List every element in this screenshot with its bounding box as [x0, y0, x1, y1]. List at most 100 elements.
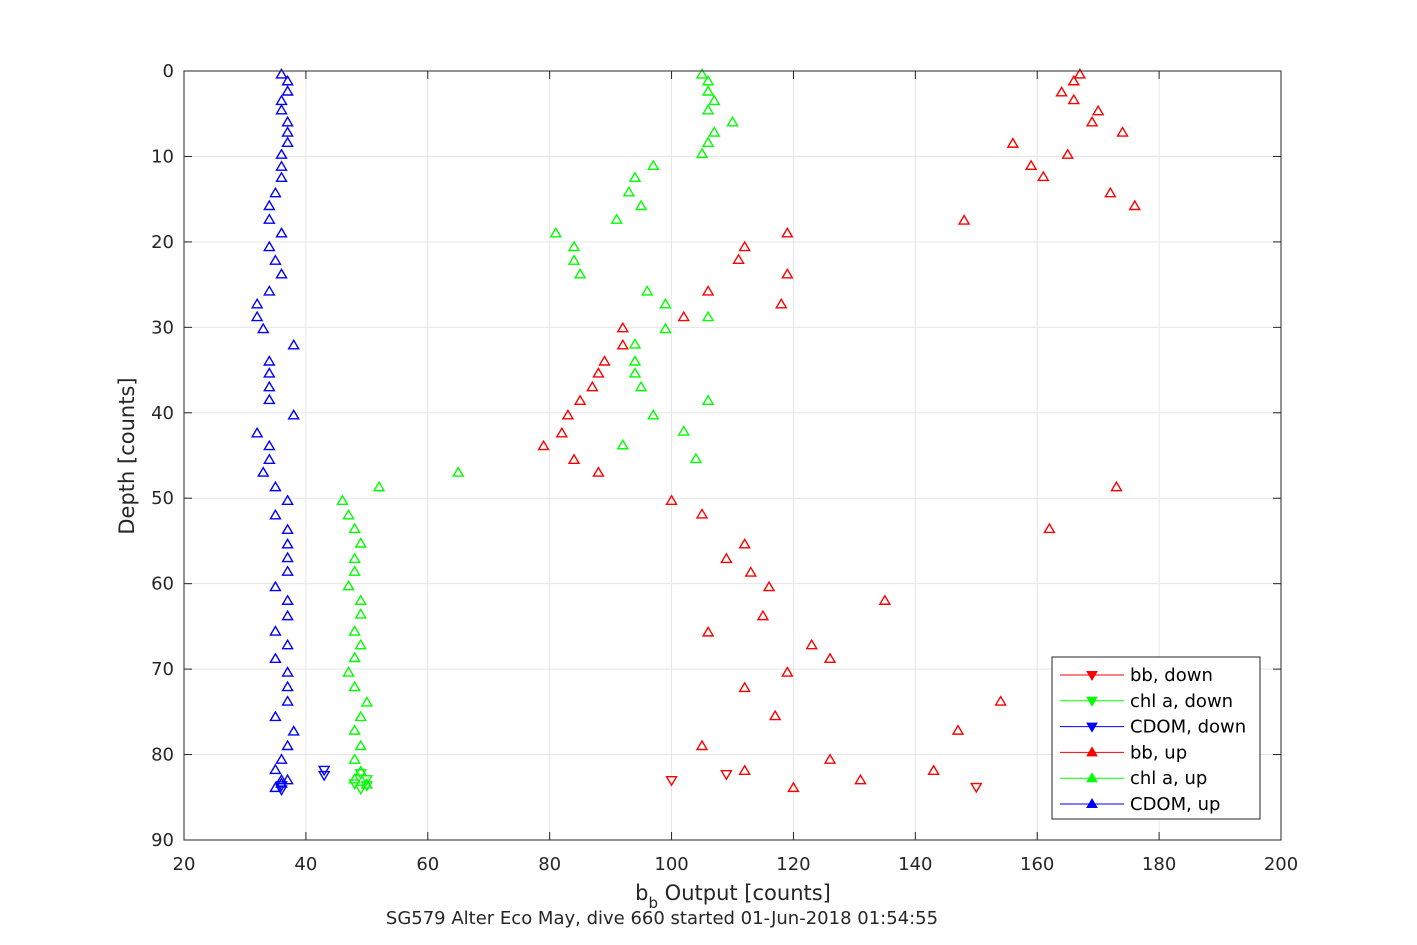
data-point	[622, 185, 636, 197]
data-point	[348, 565, 361, 576]
data-point	[348, 651, 361, 663]
data-point	[634, 199, 648, 211]
data-point	[573, 394, 587, 406]
data-point	[720, 770, 733, 781]
data-point	[281, 85, 294, 96]
data-point	[348, 779, 361, 790]
data-point	[610, 213, 623, 224]
data-point	[263, 355, 276, 366]
data-point	[701, 74, 715, 86]
data-point	[275, 777, 288, 788]
data-point	[647, 159, 660, 171]
data-point	[567, 254, 581, 265]
data-point	[348, 522, 361, 534]
data-point	[701, 85, 715, 96]
data-point	[616, 338, 630, 350]
data-point	[317, 765, 331, 777]
data-point	[555, 426, 569, 438]
data-point	[354, 710, 367, 722]
x-tick-label: 140	[898, 854, 932, 875]
data-point	[665, 775, 678, 787]
data-point	[957, 214, 971, 225]
data-point	[1061, 148, 1074, 159]
data-point	[823, 652, 837, 664]
data-point	[360, 781, 374, 792]
data-point	[677, 310, 690, 322]
data-point	[628, 171, 642, 183]
data-point	[738, 240, 751, 252]
legend-item-chl-a-up: chl a, up	[1060, 768, 1207, 789]
data-point	[781, 267, 794, 279]
data-point	[269, 710, 282, 722]
data-point	[659, 297, 672, 309]
data-point	[720, 552, 733, 564]
data-point	[701, 285, 715, 296]
data-point	[628, 367, 642, 378]
x-tick-label: 120	[776, 854, 810, 875]
data-point	[275, 753, 288, 764]
data-point	[354, 638, 367, 650]
data-point	[354, 769, 367, 780]
data-point	[628, 338, 642, 349]
legend-box	[1051, 656, 1261, 820]
data-point	[592, 367, 605, 378]
data-point	[781, 226, 794, 238]
data-point	[695, 147, 709, 159]
data-point	[1091, 104, 1105, 116]
y-tick-label: 80	[151, 745, 174, 766]
data-point	[336, 494, 349, 505]
legend: bb, down chl a, down CDOM, down bb, up chl a…	[1051, 656, 1261, 820]
legend-marker	[1086, 722, 1098, 733]
data-point	[360, 778, 374, 789]
data-point	[342, 579, 355, 591]
data-point	[269, 254, 282, 265]
data-point	[994, 695, 1007, 706]
data-point	[561, 408, 575, 420]
data-point	[598, 355, 611, 366]
data-point	[257, 322, 270, 334]
data-point	[738, 537, 751, 549]
legend-label: chl a, up	[1130, 768, 1207, 789]
data-point	[348, 625, 361, 636]
data-point	[701, 625, 715, 637]
data-point	[689, 452, 703, 464]
data-point	[348, 552, 361, 564]
data-point	[281, 523, 294, 535]
x-axis-title-subscript: b	[648, 894, 658, 912]
x-axis-title-rest: Output [counts]	[658, 881, 831, 905]
x-tick-label: 180	[1142, 854, 1176, 875]
data-point	[927, 764, 940, 775]
data-point	[275, 171, 288, 183]
legend-items: bb, down chl a, down CDOM, down bb, up chl a…	[1060, 665, 1246, 815]
data-point	[628, 355, 642, 366]
data-point	[354, 739, 367, 751]
data-point	[263, 453, 276, 464]
data-point	[592, 466, 605, 477]
data-point	[1006, 137, 1020, 148]
data-point	[1067, 74, 1081, 86]
data-point	[878, 594, 892, 605]
data-point	[695, 508, 709, 519]
data-point	[281, 666, 294, 677]
data-point	[281, 551, 294, 563]
data-point	[1043, 522, 1056, 534]
data-point	[281, 680, 294, 692]
y-axis-title: Depth [counts]	[115, 377, 139, 534]
data-point	[281, 609, 294, 621]
data-point	[257, 466, 270, 477]
x-axis-title-main: b	[635, 881, 648, 905]
data-point	[269, 186, 282, 198]
data-point	[275, 226, 288, 238]
legend-label: chl a, down	[1130, 691, 1233, 712]
data-point	[263, 240, 276, 252]
data-point	[677, 425, 690, 436]
data-point	[567, 453, 581, 464]
legend-label: bb, up	[1130, 742, 1187, 763]
data-point	[269, 781, 282, 793]
data-point	[452, 466, 465, 477]
data-point	[756, 609, 770, 621]
data-point	[275, 148, 288, 159]
y-tick-label: 70	[151, 659, 174, 680]
x-tick-label: 100	[654, 854, 688, 875]
